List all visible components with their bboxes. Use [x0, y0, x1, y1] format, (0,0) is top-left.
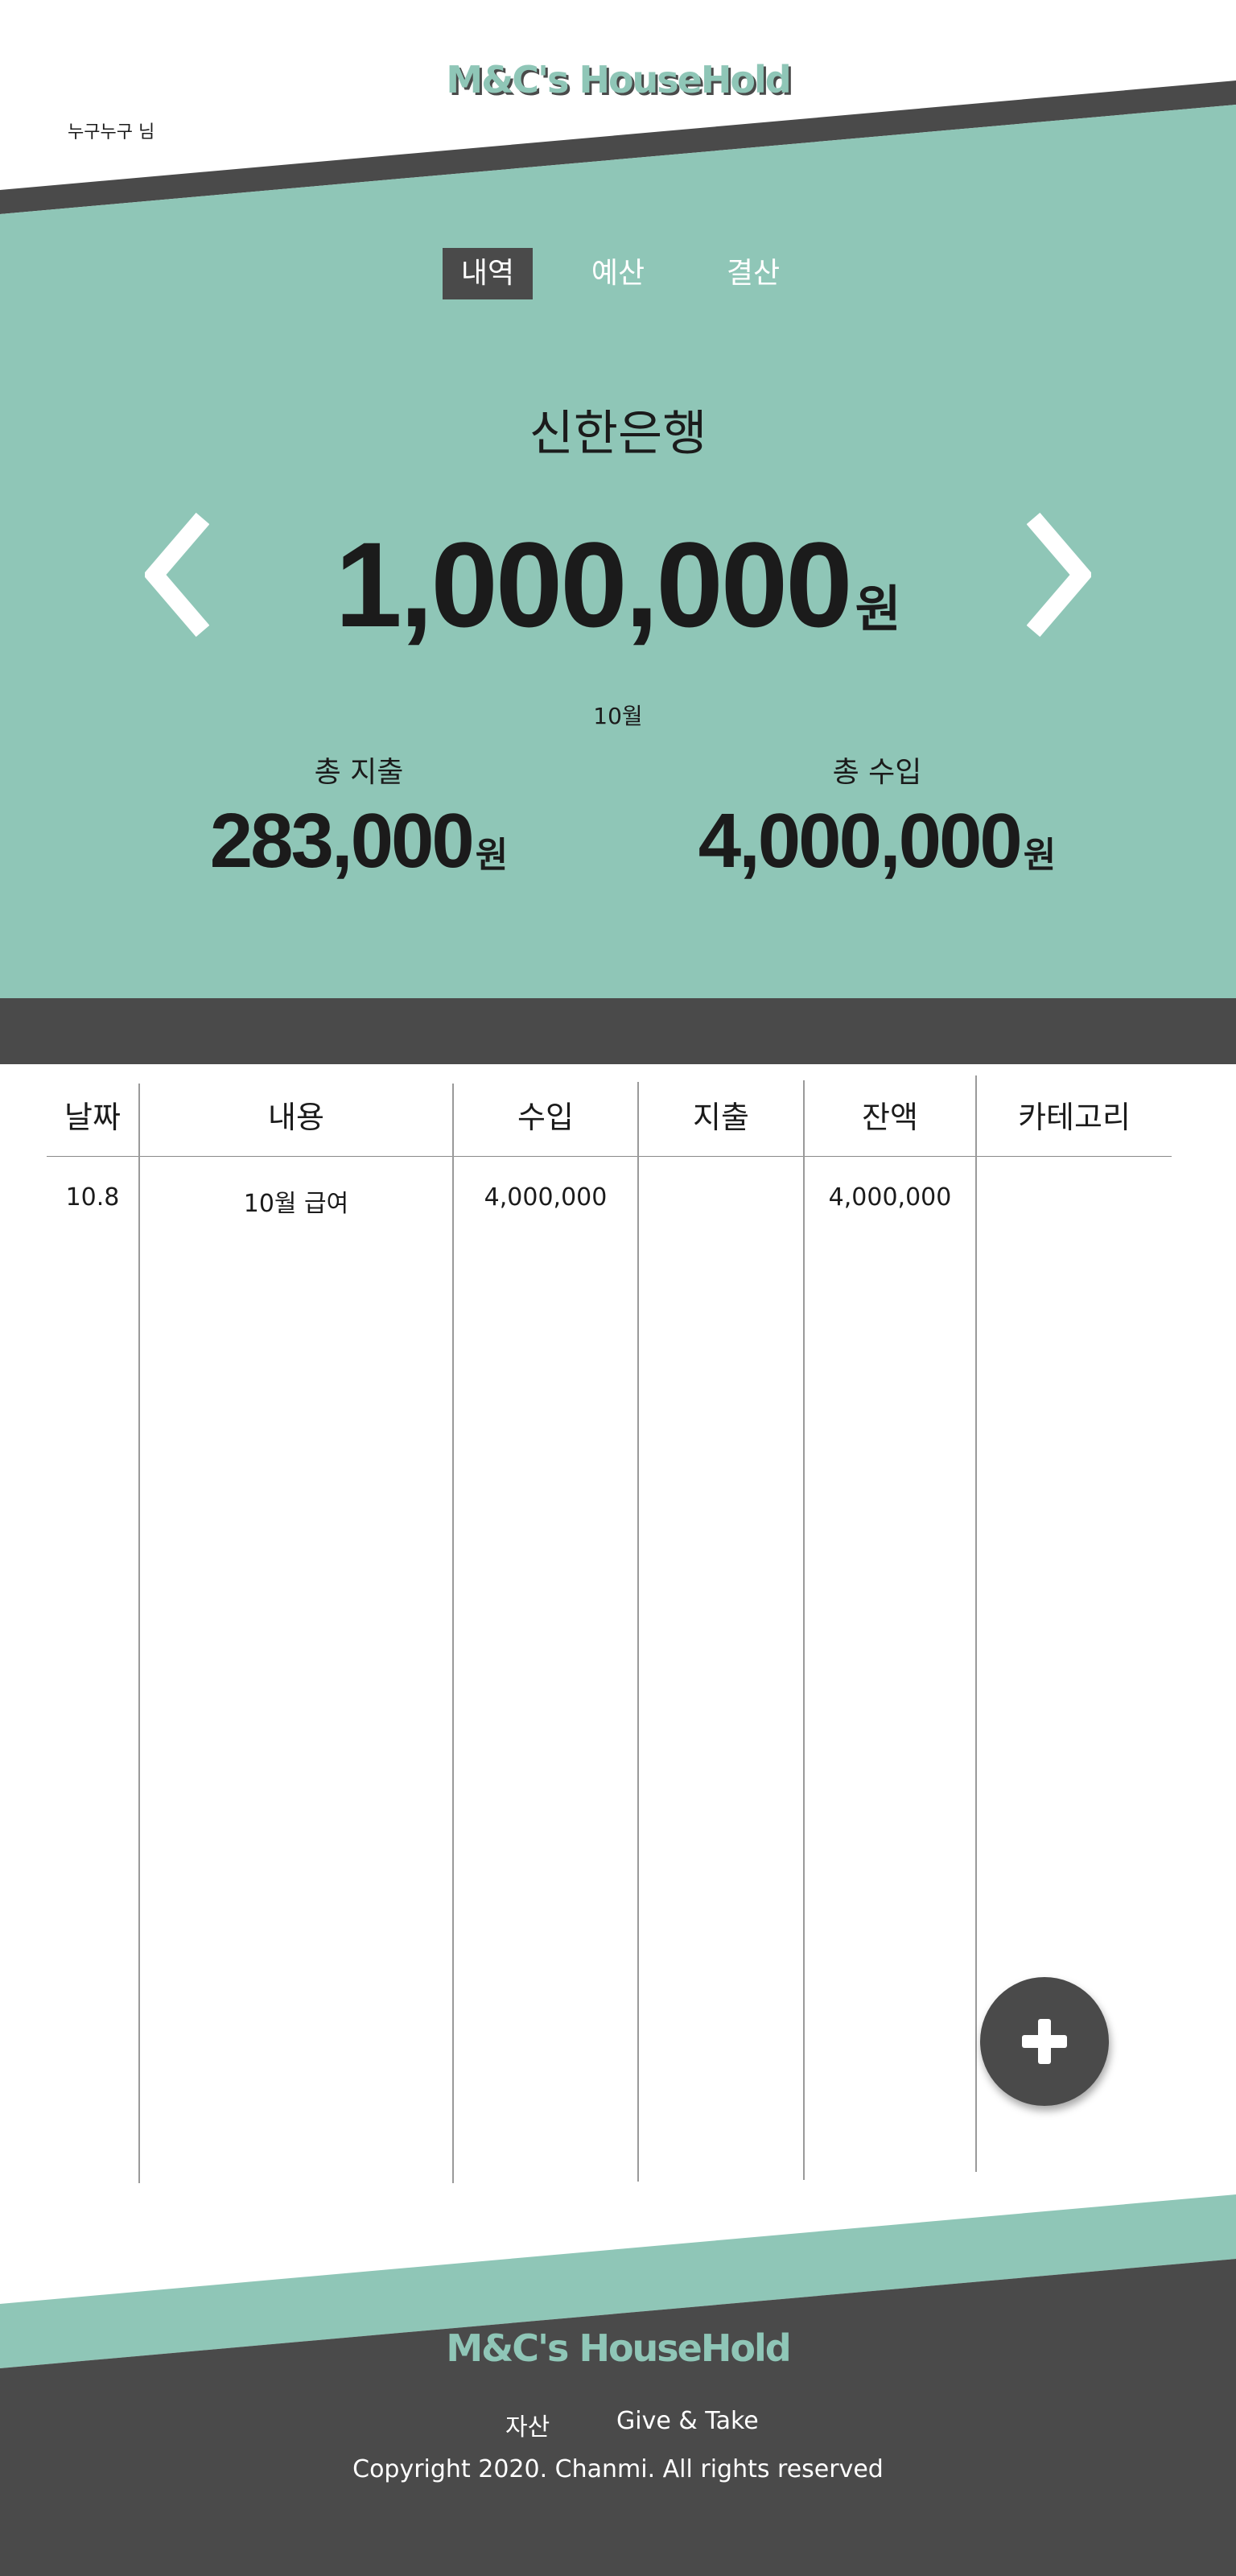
column-divider [975, 1075, 977, 2172]
cell-income: 4,000,000 [484, 1183, 608, 1212]
total-income-amount: 4,000,000 [698, 798, 1023, 884]
tab-budget[interactable]: 예산 [591, 257, 645, 290]
column-header-date[interactable]: 날짜 [64, 1100, 121, 1135]
total-income-value: 4,000,000원 [636, 797, 1119, 886]
column-divider [452, 1084, 454, 2183]
column-divider [138, 1084, 140, 2183]
column-divider [637, 1082, 639, 2182]
chevron-right-icon[interactable] [1027, 512, 1091, 638]
header-logo[interactable]: M&C's HouseHold [446, 58, 791, 101]
total-expense-value: 283,000원 [117, 797, 600, 886]
column-header-category[interactable]: 카테고리 [1018, 1100, 1131, 1135]
copyright-text: Copyright 2020. Chanmi. All rights reser… [352, 2455, 884, 2483]
cell-content: 10월 급여 [243, 1190, 349, 1218]
total-expense-label: 총 지출 [314, 756, 404, 789]
column-header-income[interactable]: 수입 [517, 1100, 574, 1135]
account-balance: 1,000,000원 [0, 515, 1236, 654]
column-header-expense[interactable]: 지출 [693, 1100, 749, 1135]
footer-link-assets[interactable]: 자산 [505, 2413, 550, 2442]
cell-balance: 4,000,000 [828, 1183, 952, 1212]
column-header-content[interactable]: 내용 [268, 1100, 324, 1135]
add-entry-button[interactable] [980, 1977, 1109, 2106]
total-income-label: 총 수입 [832, 756, 922, 789]
user-name: 누구누구 님 [68, 122, 155, 142]
total-income-unit: 원 [1023, 835, 1057, 876]
tab-settlement[interactable]: 결산 [726, 257, 781, 290]
chevron-left-icon[interactable] [145, 512, 209, 638]
total-expense-amount: 283,000 [209, 798, 475, 884]
footer-link-give-take[interactable]: Give & Take [616, 2407, 759, 2435]
account-name: 신한은행 [529, 406, 707, 462]
balance-amount: 1,000,000 [335, 517, 852, 652]
footer-logo[interactable]: M&C's HouseHold [446, 2326, 791, 2370]
month-label: 10월 [593, 703, 643, 729]
column-header-balance[interactable]: 잔액 [862, 1100, 918, 1135]
balance-unit: 원 [855, 580, 901, 638]
tab-history[interactable]: 내역 [443, 248, 533, 299]
column-divider [803, 1080, 805, 2180]
header-divider [47, 1156, 1172, 1157]
cell-date: 10.8 [65, 1183, 120, 1212]
total-expense-unit: 원 [475, 835, 509, 876]
ledger-table: 날짜 내용 수입 지출 잔액 카테고리 10.8 10월 급여 4,000,00… [47, 1075, 1172, 2183]
